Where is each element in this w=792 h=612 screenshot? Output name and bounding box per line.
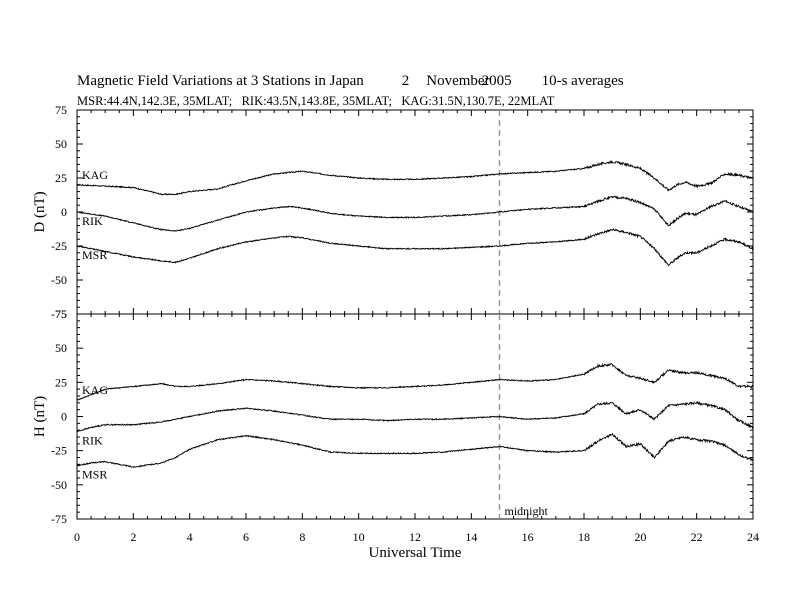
y-tick-label: 75 bbox=[55, 103, 67, 117]
midnight-annotation: midnight bbox=[505, 504, 549, 518]
panel-frame bbox=[76, 109, 754, 315]
series-line-kag bbox=[76, 160, 754, 196]
series-line-msr bbox=[76, 228, 754, 267]
y-tick-label: 25 bbox=[55, 171, 67, 185]
y-tick-label: 50 bbox=[55, 341, 67, 355]
x-tick-label: 6 bbox=[243, 530, 249, 544]
y-tick-label: 50 bbox=[55, 137, 67, 151]
y-tick-label: -75 bbox=[51, 307, 67, 321]
series-label-rik: RIK bbox=[82, 434, 103, 448]
x-tick-label: 0 bbox=[74, 530, 80, 544]
x-tick-label: 18 bbox=[578, 530, 590, 544]
y-tick-label: 0 bbox=[61, 205, 67, 219]
panel-h: 75 50 25 0 -25 -50 -75 H (nT) KAG RIK MSR bbox=[32, 307, 754, 526]
title-averaging: 10-s averages bbox=[541, 73, 624, 89]
title-month: November bbox=[426, 73, 490, 89]
y-tick-label: -50 bbox=[51, 273, 67, 287]
series-label-kag: KAG bbox=[82, 168, 108, 182]
title-year: 2005 bbox=[481, 73, 512, 89]
x-axis-title: Universal Time bbox=[369, 545, 462, 561]
station-coordinates: MSR:44.4N,142.3E, 35MLAT; RIK:43.5N,143.… bbox=[77, 94, 555, 108]
x-tick-label: 2 bbox=[130, 530, 136, 544]
x-tick-label: 24 bbox=[747, 530, 759, 544]
title-main: Magnetic Field Variations at 3 Stations … bbox=[77, 73, 364, 89]
y-axis-label-d: D (nT) bbox=[32, 191, 48, 232]
title-day: 2 bbox=[401, 73, 410, 89]
x-tick-label: 4 bbox=[187, 530, 193, 544]
x-tick-label: 16 bbox=[522, 530, 534, 544]
y-tick-label: -25 bbox=[51, 444, 67, 458]
y-tick-label: 75 bbox=[55, 307, 67, 321]
series-label-msr: MSR bbox=[82, 248, 107, 262]
x-tick-label: 8 bbox=[299, 530, 305, 544]
x-tick-label: 14 bbox=[465, 530, 477, 544]
y-tick-label: 25 bbox=[55, 375, 67, 389]
x-tick-label: 22 bbox=[691, 530, 703, 544]
series-line-msr bbox=[76, 432, 754, 469]
y-tick-label: -75 bbox=[51, 512, 67, 526]
panel-d: 75 50 25 0 -25 -50 -75 D (nT) KAG RIK MSR bbox=[32, 103, 754, 321]
y-axis-label-h: H (nT) bbox=[32, 396, 48, 437]
y-tick-label: -25 bbox=[51, 239, 67, 253]
series-label-rik: RIK bbox=[82, 214, 103, 228]
series-label-kag: KAG bbox=[82, 383, 108, 397]
series-line-kag bbox=[76, 362, 754, 401]
chart-title: Magnetic Field Variations at 3 Stations … bbox=[77, 73, 624, 90]
series-label-msr: MSR bbox=[82, 468, 107, 482]
series-line-rik bbox=[76, 400, 754, 433]
x-tick-label: 12 bbox=[409, 530, 421, 544]
x-tick-label: 10 bbox=[353, 530, 365, 544]
y-tick-label: 0 bbox=[61, 410, 67, 424]
x-tick-label: 20 bbox=[634, 530, 646, 544]
series-line-rik bbox=[76, 195, 754, 232]
y-tick-label: -50 bbox=[51, 478, 67, 492]
